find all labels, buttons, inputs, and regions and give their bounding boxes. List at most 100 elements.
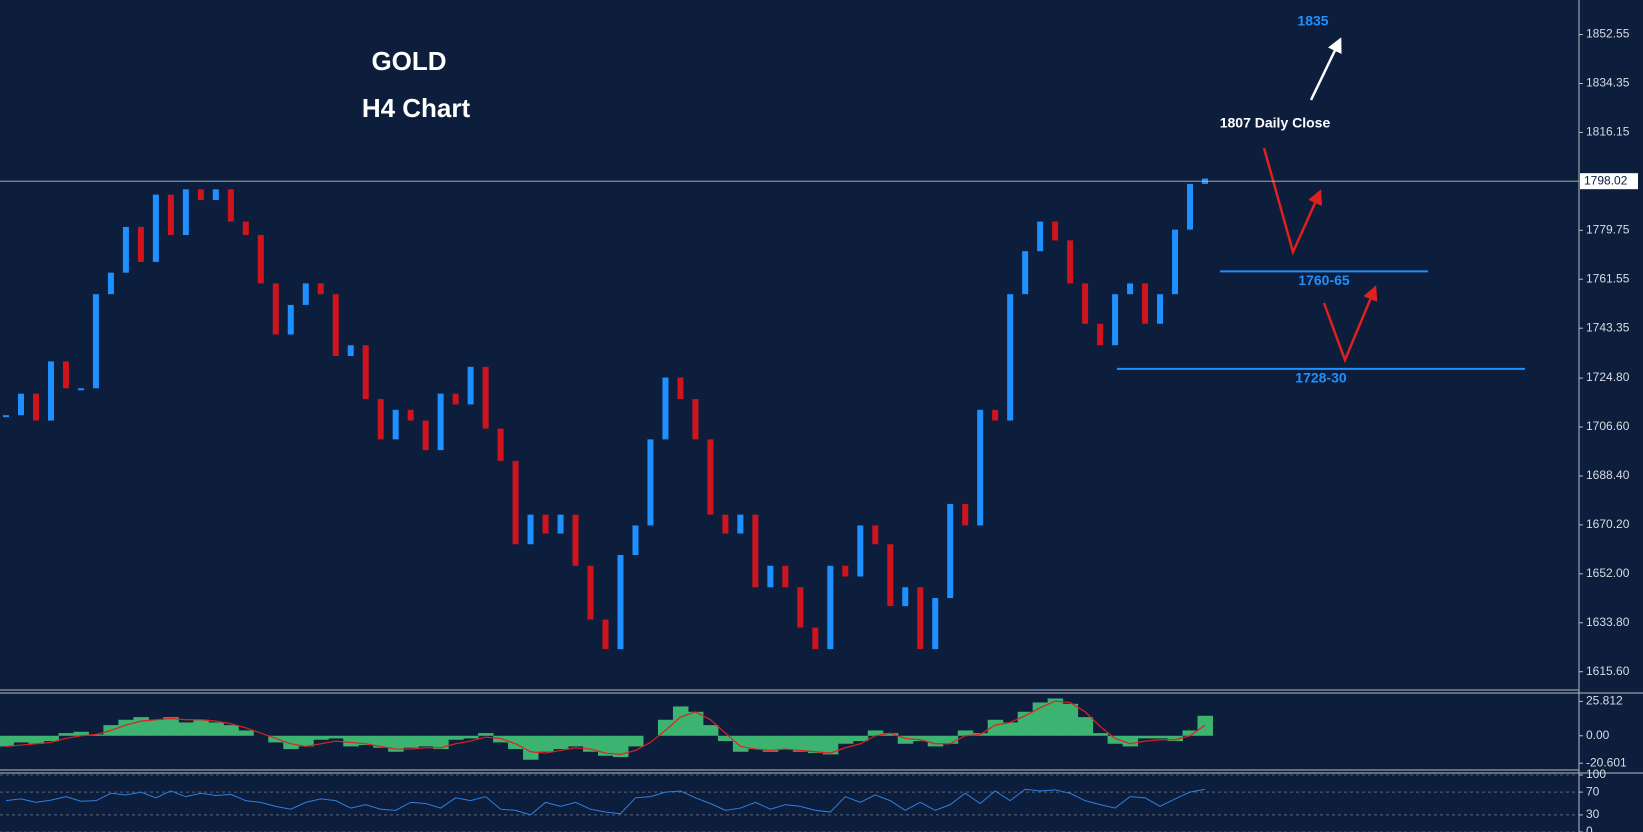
histogram-bar	[418, 735, 434, 747]
candle	[662, 377, 669, 440]
candle	[32, 393, 39, 421]
target-label: 1835	[1297, 13, 1328, 29]
y-tick-label: 1816.15	[1586, 125, 1630, 139]
histogram-bar	[1182, 730, 1199, 736]
histogram-bar	[1167, 735, 1184, 742]
candle	[812, 627, 819, 650]
candle	[1022, 251, 1029, 295]
candle	[872, 525, 879, 545]
candle	[227, 189, 234, 222]
histogram-bar	[148, 719, 164, 736]
candle	[1007, 294, 1014, 421]
candle	[1127, 283, 1134, 295]
candle	[422, 420, 429, 451]
candle	[107, 272, 114, 295]
histogram-bar	[762, 735, 779, 752]
candle	[1082, 283, 1089, 324]
candle	[152, 194, 159, 262]
candle	[677, 377, 684, 400]
histogram-bar	[163, 717, 179, 736]
histogram-bar	[433, 735, 449, 750]
y-tick-label: 1761.55	[1586, 271, 1630, 285]
candle	[1157, 294, 1164, 324]
candle	[257, 235, 264, 284]
histogram-bar	[1032, 702, 1049, 736]
candle	[917, 587, 924, 650]
histogram-bar	[43, 735, 59, 742]
histogram-bar	[942, 735, 959, 744]
candle	[167, 194, 174, 236]
candle	[1142, 283, 1149, 324]
histogram-bar	[178, 722, 194, 736]
histogram-bar	[73, 731, 89, 736]
arrow	[1309, 37, 1342, 101]
y-tick-label: 1743.35	[1586, 320, 1630, 334]
candle	[887, 544, 894, 607]
candle	[1067, 240, 1074, 284]
candle	[302, 283, 309, 305]
histogram-bar	[298, 735, 314, 747]
histogram-bar	[193, 719, 209, 736]
annotation: 1807 Daily Close	[1220, 115, 1331, 131]
candle	[452, 393, 459, 405]
candle	[317, 283, 324, 295]
y-tick-label: 1724.80	[1586, 370, 1630, 384]
candle	[857, 525, 864, 577]
candle	[632, 525, 639, 556]
candle	[182, 189, 189, 236]
y-tick-label: 1852.55	[1586, 27, 1630, 41]
histogram-bar	[0, 735, 14, 747]
rsi-line	[5, 788, 1206, 816]
histogram-bar	[957, 730, 974, 736]
y-tick-label: 100	[1586, 767, 1606, 781]
histogram-bar	[223, 725, 239, 736]
candle	[272, 283, 279, 335]
candle	[17, 393, 24, 416]
histogram-bar	[912, 735, 929, 742]
histogram-bar	[1002, 722, 1019, 736]
histogram-bar	[1047, 698, 1064, 736]
histogram-bar	[58, 733, 74, 736]
histogram-bar	[1062, 703, 1079, 736]
candle	[842, 565, 849, 577]
candle	[977, 409, 984, 526]
arrow	[1262, 147, 1322, 256]
candle	[527, 514, 534, 545]
histogram-bar	[28, 735, 44, 744]
histogram-bar	[583, 735, 599, 752]
candle	[392, 409, 399, 440]
histogram-bar	[208, 722, 224, 736]
candle	[707, 439, 714, 515]
histogram-bar	[523, 735, 539, 760]
candle	[572, 514, 579, 566]
candle	[797, 587, 804, 628]
histogram-bar	[448, 735, 464, 740]
candle	[3, 415, 9, 418]
histogram-bar	[1092, 733, 1109, 736]
histogram-bar	[672, 706, 689, 736]
candle	[497, 428, 504, 461]
candle	[467, 366, 474, 405]
signal-line	[5, 700, 1206, 756]
candle	[1112, 294, 1119, 346]
y-tick-label: 1834.35	[1586, 76, 1630, 90]
histogram-bar	[133, 717, 149, 736]
histogram-bar	[1152, 735, 1169, 739]
y-tick-label: 0.00	[1586, 728, 1610, 742]
candle	[542, 514, 549, 534]
candle	[932, 598, 939, 650]
candle	[92, 294, 99, 389]
y-tick-label: 30	[1586, 807, 1600, 821]
candle	[482, 366, 489, 429]
chart-subtitle: H4 Chart	[362, 93, 471, 123]
y-tick-label: 1688.40	[1586, 468, 1630, 482]
candle	[722, 514, 729, 534]
candle	[617, 555, 624, 650]
candle	[212, 189, 219, 201]
candle	[1172, 229, 1179, 295]
chart-title: GOLD	[371, 46, 446, 76]
histogram-bar	[1107, 735, 1124, 744]
candle	[782, 565, 789, 588]
candle	[62, 361, 69, 389]
